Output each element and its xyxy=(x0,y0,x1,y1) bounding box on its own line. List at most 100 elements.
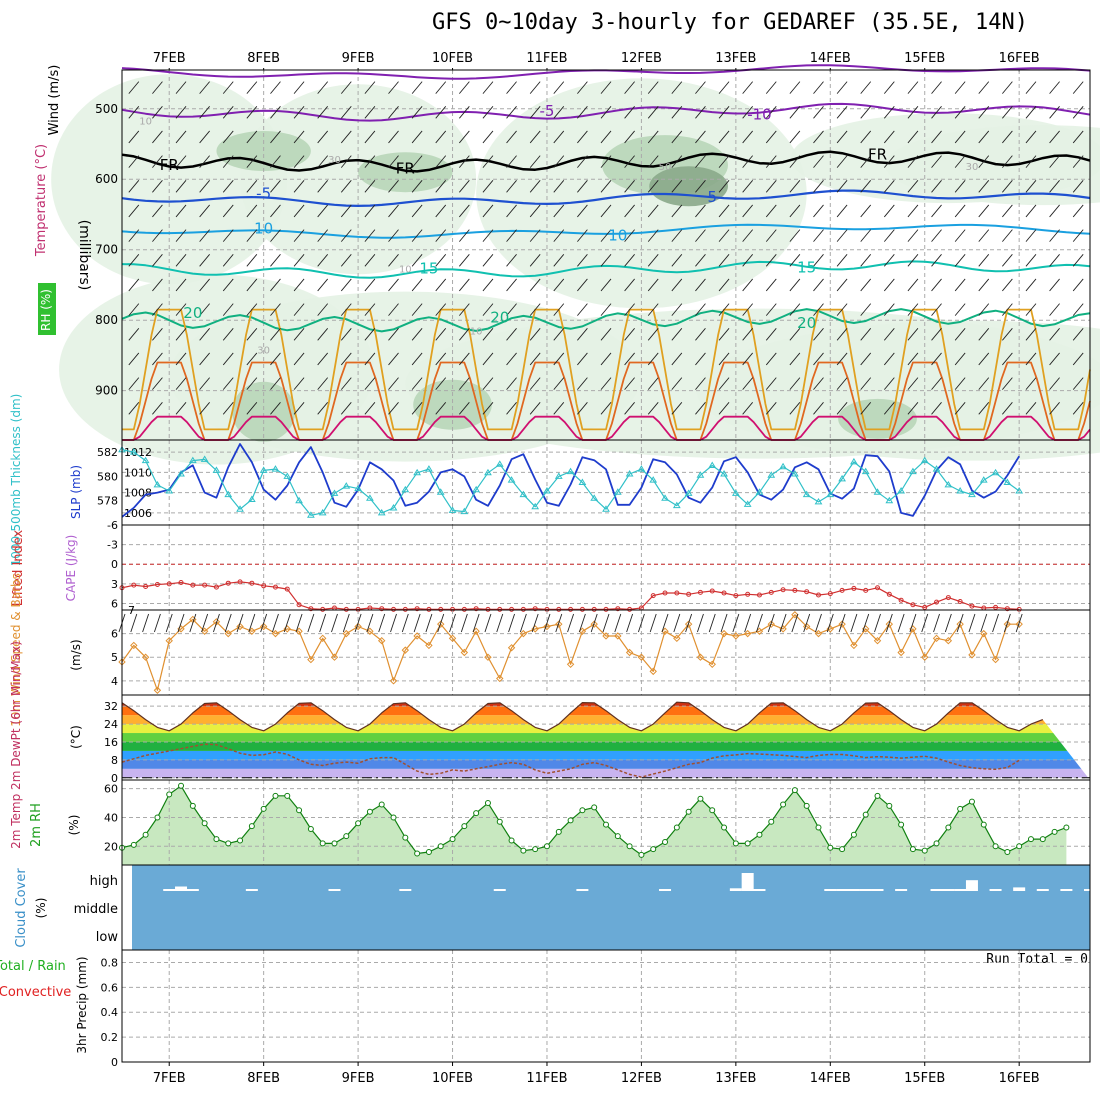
wind-barb xyxy=(482,105,494,119)
wind-barb xyxy=(883,327,895,341)
wind10m-barb xyxy=(649,613,657,633)
wind-barb xyxy=(577,179,588,193)
thickness-marker xyxy=(755,488,764,495)
wind-barb xyxy=(246,179,258,193)
contour-label: 5 xyxy=(707,188,717,206)
wind-barb xyxy=(907,253,919,267)
wind10m-barb xyxy=(578,613,586,633)
wind-barb xyxy=(506,105,517,119)
wind-barb xyxy=(364,377,376,390)
lifted-index-marker xyxy=(756,592,762,598)
rh2m-marker xyxy=(437,843,444,850)
wind-barb xyxy=(600,204,612,218)
lifted-index-marker xyxy=(225,580,231,586)
wind-barb xyxy=(152,81,163,94)
wind-barb xyxy=(695,278,706,292)
wind-barb xyxy=(647,155,659,168)
wind10m-barb xyxy=(803,613,811,633)
thickness-marker xyxy=(991,468,1000,476)
wind10m-marker xyxy=(932,634,941,643)
wind-barb xyxy=(978,81,990,94)
thickness-marker xyxy=(129,448,138,455)
wind-barb xyxy=(1072,303,1084,316)
wind-barb xyxy=(482,81,494,94)
wind-barb xyxy=(577,278,588,292)
wind10m-barb xyxy=(177,613,185,633)
wind-barb xyxy=(742,105,754,119)
wind-barb xyxy=(270,204,281,218)
wind10m-barb xyxy=(437,613,445,633)
lifted-index-marker xyxy=(686,591,692,597)
wind-barb xyxy=(883,278,895,292)
lifted-index-marker xyxy=(461,606,467,612)
wind-barb xyxy=(907,204,919,218)
wind10m-marker xyxy=(968,651,976,659)
lifted-index-marker xyxy=(993,604,999,610)
wind-barb xyxy=(789,303,801,316)
rh-shading xyxy=(240,84,477,275)
wind-barb xyxy=(718,105,730,119)
wind10m-barb xyxy=(590,613,598,633)
wind-barb xyxy=(411,105,423,119)
wind-barb xyxy=(600,155,612,168)
contour-label: 50 xyxy=(659,162,672,173)
thickness-marker xyxy=(236,505,244,512)
lifted-index-line xyxy=(121,581,1020,610)
pressure-tick-label: 500 xyxy=(95,102,118,116)
wind-barb xyxy=(765,204,777,218)
wind-barb xyxy=(883,377,895,390)
wind-barb xyxy=(128,401,140,415)
date-label-bottom: 11FEB xyxy=(526,1071,567,1086)
wind10m-barb xyxy=(708,613,716,633)
wind-barb xyxy=(529,204,541,218)
wind-barb xyxy=(671,377,683,390)
rh2m-marker xyxy=(225,840,232,847)
wind-barb xyxy=(765,81,777,94)
wind-barb xyxy=(577,303,588,316)
wind10m-barb xyxy=(555,613,563,633)
thickness-marker xyxy=(554,472,563,479)
wind-barb xyxy=(742,81,754,94)
wind-barb xyxy=(931,229,942,242)
cloud-high-bar xyxy=(895,889,908,891)
wind-barb xyxy=(246,377,258,390)
wind-barb xyxy=(647,352,659,366)
rh2m-marker xyxy=(1027,836,1034,843)
wind10m-marker xyxy=(791,611,799,619)
wind-barb xyxy=(978,303,990,316)
wind-barb xyxy=(482,204,494,218)
wind-barb xyxy=(175,278,187,292)
wind-barb xyxy=(718,377,730,390)
lifted-index-marker xyxy=(202,582,208,588)
wind-barb xyxy=(458,130,470,144)
wind-barb xyxy=(529,130,541,144)
wind-barb xyxy=(175,179,187,193)
lifted-index-marker xyxy=(745,591,751,597)
precip-tick-label: 0.2 xyxy=(101,1031,119,1044)
wind-barb xyxy=(577,81,588,94)
wind-barb xyxy=(458,105,470,119)
wind-barb xyxy=(765,179,777,193)
wind-barb xyxy=(270,278,281,292)
wind-barb xyxy=(293,155,305,168)
wind-barb xyxy=(883,204,895,218)
wind-barb xyxy=(222,130,234,144)
wind-barb xyxy=(860,229,872,242)
wind-barb xyxy=(506,253,517,267)
wind-barb xyxy=(647,377,659,390)
wind-barb xyxy=(978,377,990,390)
rh2m-marker xyxy=(130,841,137,848)
thickness-marker xyxy=(684,489,693,496)
wind-barb xyxy=(813,278,824,292)
rh2m-marker xyxy=(355,820,362,827)
wind10m-marker xyxy=(389,677,398,685)
wind-barb xyxy=(954,327,966,341)
wind-barb xyxy=(647,229,659,242)
wind-barb xyxy=(600,130,612,144)
wind-barb xyxy=(647,253,659,267)
lifted-index-marker xyxy=(131,582,137,588)
wind-barb xyxy=(577,327,588,341)
wind-barb xyxy=(458,253,470,267)
wind10m-marker xyxy=(732,632,740,640)
wind10m-marker xyxy=(507,644,516,652)
